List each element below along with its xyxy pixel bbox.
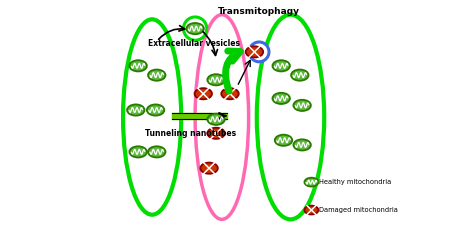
Ellipse shape (195, 15, 249, 219)
Ellipse shape (148, 146, 165, 157)
Ellipse shape (186, 23, 204, 34)
Ellipse shape (293, 100, 311, 111)
Text: Healthy mitochondria: Healthy mitochondria (319, 179, 392, 185)
Ellipse shape (123, 19, 181, 215)
Ellipse shape (194, 88, 212, 99)
Ellipse shape (257, 15, 324, 219)
Ellipse shape (127, 104, 145, 116)
Ellipse shape (246, 46, 263, 58)
Ellipse shape (221, 88, 239, 99)
Text: Extracellular vesicles: Extracellular vesicles (148, 39, 240, 48)
Ellipse shape (148, 69, 165, 81)
Ellipse shape (273, 93, 290, 104)
Ellipse shape (207, 114, 225, 125)
Ellipse shape (183, 17, 207, 40)
Ellipse shape (304, 206, 319, 215)
Ellipse shape (207, 128, 225, 139)
Ellipse shape (293, 139, 311, 150)
Ellipse shape (273, 60, 290, 71)
Ellipse shape (207, 74, 225, 85)
Ellipse shape (249, 42, 269, 62)
Text: Transmitophagy: Transmitophagy (218, 7, 300, 15)
Ellipse shape (275, 135, 292, 146)
Text: Damaged mitochondria: Damaged mitochondria (319, 207, 398, 213)
Ellipse shape (147, 104, 164, 116)
Ellipse shape (129, 146, 147, 157)
Ellipse shape (129, 60, 147, 71)
Ellipse shape (304, 178, 319, 186)
Ellipse shape (291, 69, 309, 81)
Ellipse shape (201, 163, 218, 174)
Text: Tunneling nanotubes: Tunneling nanotubes (145, 129, 236, 138)
